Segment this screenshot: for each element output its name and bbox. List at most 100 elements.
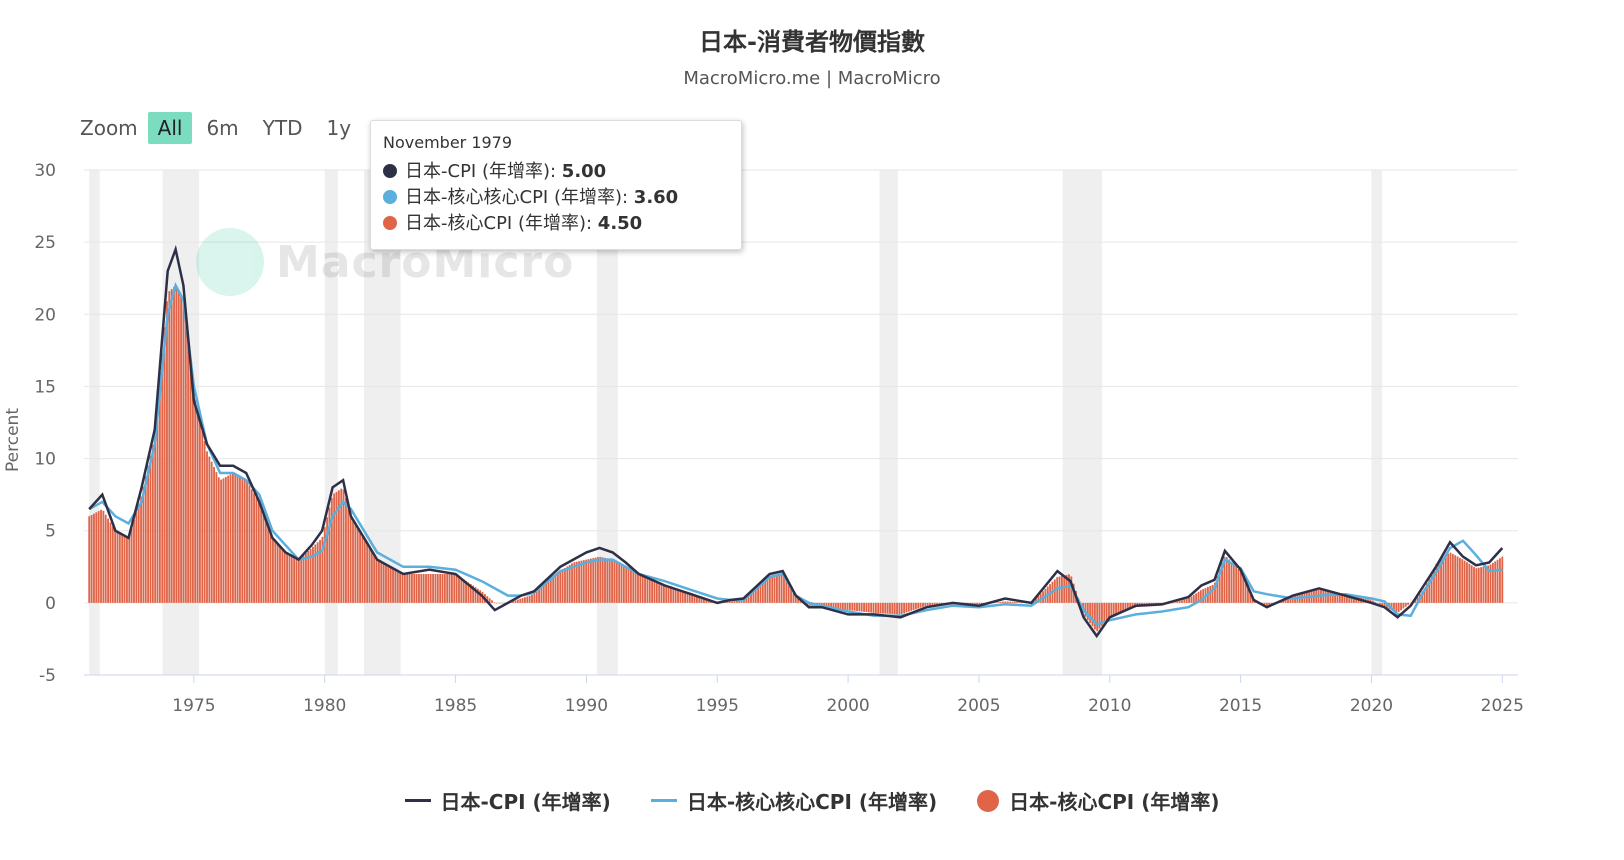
- core-cpi-bar: [618, 563, 621, 603]
- zoom-all-button[interactable]: All: [147, 112, 193, 144]
- core-cpi-bar: [1449, 552, 1452, 603]
- core-cpi-bar: [1129, 602, 1132, 610]
- core-cpi-bar: [474, 587, 477, 603]
- core-cpi-bar: [425, 574, 427, 603]
- core-cpi-bar: [973, 602, 976, 605]
- core-cpi-bar: [1496, 559, 1499, 603]
- core-cpi-bar: [1037, 595, 1040, 603]
- core-cpi-bar: [144, 476, 147, 603]
- legend-item-cpi[interactable]: 日本-CPI (年增率): [404, 786, 611, 815]
- core-cpi-bar: [281, 548, 284, 603]
- core-cpi-bar: [422, 574, 425, 603]
- core-cpi-bar: [114, 530, 117, 603]
- core-cpi-bar: [1004, 601, 1007, 603]
- core-cpi-bar: [1374, 601, 1377, 603]
- core-cpi-bar: [323, 527, 326, 603]
- core-cpi-bar: [352, 519, 354, 603]
- core-cpi-bar: [337, 490, 340, 603]
- tooltip-value: 5.00: [561, 161, 607, 182]
- core-cpi-bar: [844, 602, 847, 610]
- x-tick-label: 1990: [565, 696, 608, 716]
- tooltip-dot-icon: [383, 216, 397, 230]
- core-cpi-bar: [1190, 596, 1193, 603]
- core-cpi-bar: [787, 584, 790, 603]
- core-cpi-bar: [783, 576, 785, 603]
- core-cpi-bar: [288, 554, 291, 603]
- core-cpi-bar: [418, 574, 420, 603]
- core-cpi-bar: [382, 563, 385, 603]
- core-cpi-bar: [476, 588, 479, 603]
- core-cpi-bar: [1426, 583, 1428, 603]
- core-cpi-bar: [512, 601, 515, 603]
- core-cpi-bar: [182, 299, 185, 603]
- core-cpi-bar: [726, 601, 729, 603]
- core-cpi-bar: [309, 548, 312, 603]
- core-cpi-bar: [1400, 602, 1402, 611]
- core-cpi-bar: [100, 509, 102, 603]
- core-cpi-bar: [794, 597, 797, 603]
- core-cpi-bar: [867, 602, 870, 613]
- core-cpi-bar: [738, 600, 741, 603]
- zoom-6m-button[interactable]: 6m: [206, 116, 239, 140]
- core-cpi-bar: [634, 572, 637, 603]
- core-cpi-bar: [905, 602, 908, 613]
- core-cpi-bar: [860, 602, 863, 612]
- core-cpi-bar: [479, 590, 482, 603]
- core-cpi-bar: [1235, 566, 1238, 603]
- core-cpi-bar: [1268, 602, 1271, 607]
- core-cpi-bar: [893, 602, 896, 615]
- zoom-ytd-button[interactable]: YTD: [262, 116, 303, 140]
- y-tick-label: 10: [34, 450, 56, 470]
- core-cpi-bar: [889, 602, 891, 614]
- core-cpi-bar: [95, 512, 98, 603]
- core-cpi-bar: [856, 602, 858, 612]
- core-cpi-bar: [622, 565, 625, 603]
- core-cpi-bar: [1035, 598, 1037, 603]
- core-cpi-bar: [394, 569, 397, 603]
- core-cpi-bar: [330, 497, 333, 603]
- core-cpi-bar: [408, 574, 411, 603]
- core-cpi-bar: [493, 602, 496, 603]
- core-cpi-bar: [321, 536, 324, 603]
- core-cpi-bar: [790, 588, 792, 603]
- core-cpi-bar: [924, 602, 927, 607]
- legend-item-core-cpi[interactable]: 日本-核心CPI (年增率): [977, 786, 1219, 815]
- core-cpi-bar: [333, 493, 336, 603]
- core-cpi-bar: [524, 597, 526, 603]
- x-tick-label: 1995: [696, 696, 739, 716]
- core-cpi-bar: [759, 584, 762, 603]
- core-cpi-bar: [733, 600, 736, 603]
- core-cpi-bar: [768, 576, 771, 603]
- legend-item-core-core-cpi[interactable]: 日本-核心核心CPI (年增率): [650, 786, 937, 815]
- core-cpi-bar: [780, 574, 783, 603]
- core-cpi-bar: [637, 573, 639, 603]
- core-core-cpi-line[interactable]: [88, 282, 1503, 626]
- core-cpi-bar: [1381, 602, 1384, 606]
- core-cpi-bar: [540, 587, 543, 603]
- core-cpi-bar: [1214, 582, 1216, 603]
- core-cpi-bar: [413, 574, 416, 603]
- core-cpi-bar: [542, 585, 545, 603]
- core-cpi-bar: [1487, 565, 1490, 603]
- core-cpi-bar: [589, 558, 592, 603]
- core-cpi-bar: [601, 557, 604, 603]
- zoom-1y-button[interactable]: 1y: [326, 116, 352, 140]
- core-cpi-bar: [1006, 601, 1009, 603]
- tooltip-value: 3.60: [633, 187, 679, 208]
- core-cpi-bar: [257, 500, 260, 603]
- core-cpi-bar: [399, 572, 402, 603]
- core-cpi-bar: [1329, 591, 1332, 603]
- core-cpi-bar: [806, 602, 809, 605]
- cpi-line[interactable]: [88, 244, 1504, 639]
- x-axis-ticks: 1975 1980 1985 1990 1995 2000 2005 2010 2015 2020…: [172, 675, 1524, 716]
- core-cpi-bar: [201, 430, 204, 603]
- core-cpi-bar: [776, 575, 778, 603]
- core-cpi-bar: [1119, 602, 1122, 614]
- core-cpi-bar: [1091, 602, 1094, 627]
- core-cpi-bar: [761, 582, 764, 603]
- core-cpi-bar: [1065, 574, 1068, 603]
- core-cpi-bar: [448, 574, 451, 603]
- core-cpi-bar: [750, 593, 752, 603]
- core-cpi-bar: [1013, 601, 1016, 603]
